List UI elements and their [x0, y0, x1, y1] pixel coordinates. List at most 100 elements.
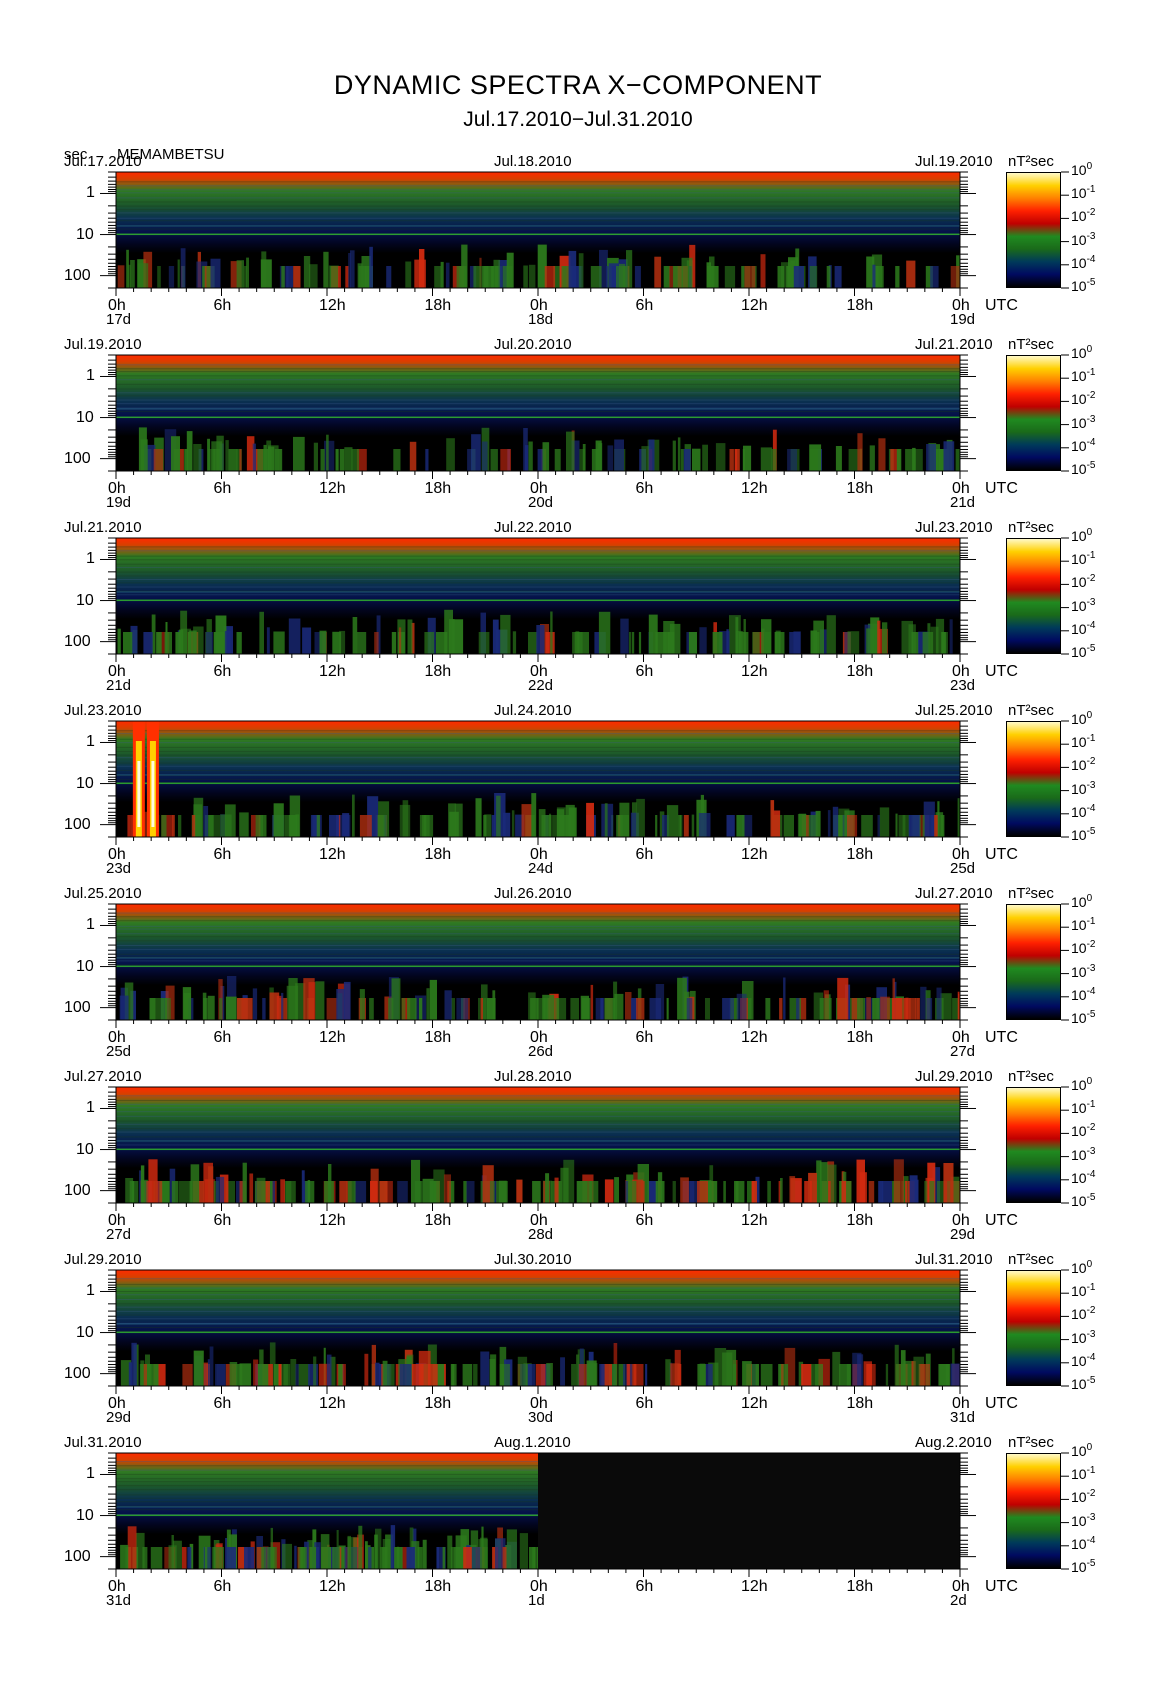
activity-cell	[267, 1547, 277, 1569]
x-tick-label: 6h	[213, 297, 232, 314]
activity-cell	[679, 815, 683, 837]
activity-cell	[157, 632, 170, 654]
y-tick-label: 10	[76, 408, 94, 426]
activity-cell	[359, 989, 365, 1020]
activity-cell	[631, 632, 635, 654]
activity-cell	[244, 266, 247, 288]
activity-cell	[761, 628, 765, 654]
activity-cell	[368, 1547, 372, 1569]
activity-cell	[789, 998, 801, 1020]
spectral-band	[116, 765, 960, 767]
spectral-band	[116, 778, 960, 780]
activity-cell	[225, 1538, 228, 1569]
day-mid: 1d	[528, 1592, 545, 1609]
x-tick-label: 18h	[424, 1578, 452, 1595]
activity-cell	[374, 1534, 378, 1569]
activity-cell	[434, 266, 442, 288]
activity-cell	[783, 977, 786, 1020]
activity-cell	[294, 1545, 297, 1569]
colorbar-label: 100	[1071, 1259, 1093, 1276]
activity-cell	[537, 449, 545, 471]
date-mid: Aug.1.2010	[494, 1434, 571, 1451]
activity-cell	[677, 977, 687, 1020]
spectral-band	[116, 1120, 960, 1122]
activity-cell	[877, 815, 881, 837]
activity-cell	[647, 1181, 658, 1203]
plot-frame	[115, 903, 961, 1021]
colorbar-unit: nT²sec	[1008, 1251, 1054, 1268]
activity-cell	[552, 815, 564, 837]
activity-cell	[242, 1162, 247, 1203]
activity-cell	[137, 263, 149, 288]
activity-cell	[490, 449, 498, 471]
spectral-band	[116, 1144, 960, 1146]
activity-cell	[692, 448, 701, 471]
activity-cell	[388, 998, 394, 1020]
x-tick-label: 18h	[846, 1212, 874, 1229]
activity-cell	[625, 1181, 629, 1203]
activity-cell	[375, 1528, 382, 1569]
activity-cell	[177, 259, 180, 288]
colorbar-label: 10-2	[1071, 756, 1096, 774]
activity-cell	[394, 1547, 403, 1569]
colorbar-label: 10-4	[1071, 1534, 1096, 1552]
activity-cell	[161, 998, 171, 1020]
activity-cell	[288, 618, 301, 654]
activity-cell	[466, 1181, 475, 1203]
activity-cell	[326, 998, 338, 1020]
x-tick-label: 12h	[741, 297, 768, 314]
activity-cell	[224, 631, 231, 654]
spectrum-panel: Jul.27.2010 Jul.28.2010 Jul.29.2010 nT²sec 1…	[0, 1065, 1156, 1245]
x-tick-label: 18h	[846, 663, 874, 680]
date-left: Jul.31.2010	[64, 1434, 142, 1451]
activity-cell	[230, 261, 242, 288]
day-end: 23d	[950, 677, 976, 694]
y-tick-label: 100	[64, 1364, 91, 1382]
spectral-band	[116, 563, 960, 565]
activity-cell	[667, 632, 675, 654]
spectrogram-svg	[116, 904, 960, 1020]
day-end: 25d	[950, 860, 976, 877]
activity-cell	[530, 998, 539, 1020]
activity-cell	[511, 810, 515, 837]
activity-cell	[361, 256, 371, 288]
activity-cell	[422, 815, 430, 837]
activity-cell	[915, 998, 919, 1020]
colorbar-label: 10-3	[1071, 1511, 1096, 1529]
activity-cell	[252, 443, 256, 471]
activity-cell	[480, 998, 483, 1020]
activity-cell	[290, 1359, 297, 1386]
activity-cell	[620, 618, 629, 654]
activity-cell	[955, 449, 960, 471]
activity-cell	[411, 622, 415, 654]
spectrogram	[116, 721, 960, 837]
activity-cell	[486, 998, 496, 1020]
activity-cell	[323, 251, 329, 288]
activity-cell	[484, 266, 495, 288]
activity-cell	[168, 266, 175, 288]
activity-cell	[302, 627, 312, 654]
activity-cell	[265, 1181, 270, 1203]
activity-cell	[901, 620, 913, 654]
activity-cell	[484, 814, 492, 837]
activity-cell	[502, 1547, 507, 1569]
activity-cell	[666, 998, 669, 1020]
spectral-band	[116, 754, 960, 756]
activity-cell	[173, 1540, 182, 1569]
activity-cell	[443, 1174, 451, 1203]
activity-cell	[309, 264, 318, 288]
day-mid: 20d	[528, 494, 554, 511]
activity-cell	[742, 1361, 752, 1386]
activity-cell	[625, 992, 632, 1020]
x-tick-label: 6h	[635, 1029, 654, 1046]
activity-cell	[462, 1364, 473, 1386]
spectrum-panel: Jul.25.2010 Jul.26.2010 Jul.27.2010 nT²sec 1…	[0, 882, 1156, 1062]
activity-cell	[614, 439, 624, 471]
day-end: 2d	[950, 1592, 967, 1609]
activity-cell	[451, 1181, 455, 1203]
spectral-band	[116, 575, 960, 577]
activity-cell	[577, 632, 589, 654]
spectral-band	[116, 1294, 960, 1296]
spectral-band	[116, 550, 960, 552]
activity-cell	[401, 998, 411, 1020]
